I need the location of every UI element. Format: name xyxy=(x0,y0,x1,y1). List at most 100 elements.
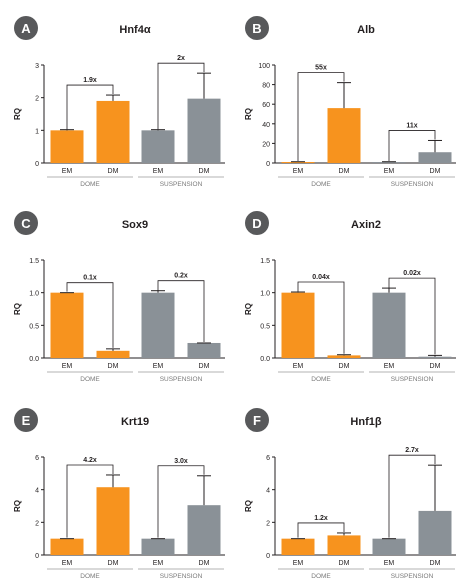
fold-bracket xyxy=(66,282,114,348)
y-tick-label: 1.5 xyxy=(260,258,270,265)
bar xyxy=(327,108,361,163)
chart-title: Sox9 xyxy=(122,219,148,231)
x-tick-label: EM xyxy=(62,560,73,567)
chart-title: Alb xyxy=(357,24,375,36)
y-tick-label: 80 xyxy=(262,83,270,90)
bar xyxy=(50,130,84,163)
fold-bracket xyxy=(66,84,114,130)
y-tick-label: 0.5 xyxy=(260,323,270,330)
y-tick-label: 6 xyxy=(35,455,39,462)
chart-title: Axin2 xyxy=(351,219,381,231)
fold-change-label: 4.2x xyxy=(83,457,97,464)
bar xyxy=(418,510,452,555)
y-tick-label: 0 xyxy=(266,161,270,168)
group-label: DOME xyxy=(80,181,100,188)
group-label: DOME xyxy=(80,573,100,580)
group-label: SUSPENSION xyxy=(160,573,203,580)
panel-badge xyxy=(245,211,269,235)
chart-panel-a: A Hnf4α RQ 0 1 2 3 EM DM EM DM DOME SUSPENSION 1.9x 2x xyxy=(13,16,225,188)
panel-letter: E xyxy=(22,413,31,428)
fold-change-label: 1.2x xyxy=(314,515,328,522)
x-tick-label: EM xyxy=(293,168,304,175)
bar xyxy=(96,487,130,555)
y-axis-label: RQ xyxy=(13,108,22,120)
y-tick-label: 1.0 xyxy=(29,291,39,298)
x-tick-label: EM xyxy=(153,168,164,175)
x-tick-label: DM xyxy=(339,560,350,567)
x-tick-label: DM xyxy=(199,363,210,370)
bar xyxy=(187,98,221,163)
y-tick-label: 3 xyxy=(35,63,39,70)
fold-bracket xyxy=(66,464,114,538)
fold-change-label: 2.7x xyxy=(405,447,419,454)
group-label: DOME xyxy=(80,376,100,383)
bar xyxy=(187,505,221,555)
y-tick-label: 0.0 xyxy=(29,356,39,363)
x-tick-label: DM xyxy=(339,168,350,175)
x-tick-label: DM xyxy=(108,560,119,567)
fold-change-label: 0.02x xyxy=(403,270,421,277)
x-tick-label: EM xyxy=(293,560,304,567)
chart-title: Hnf4α xyxy=(119,24,150,36)
fold-bracket xyxy=(157,62,205,130)
y-tick-label: 1.0 xyxy=(260,291,270,298)
bar xyxy=(187,342,221,358)
bar xyxy=(96,100,130,163)
panel-badge xyxy=(14,16,38,40)
bar xyxy=(141,292,175,358)
fold-change-label: 0.1x xyxy=(83,275,97,282)
fold-change-label: 0.04x xyxy=(312,274,330,281)
bar xyxy=(327,535,361,555)
y-tick-label: 6 xyxy=(266,455,270,462)
chart-title: Krt19 xyxy=(121,416,149,428)
bar xyxy=(50,538,84,555)
panel-badge xyxy=(245,16,269,40)
group-label: SUSPENSION xyxy=(391,181,434,188)
x-tick-label: DM xyxy=(430,168,441,175)
chart-panel-f: F Hnf1β RQ 0 2 4 6 EM DM EM DM DOME SUSPENSION 1.2x 2.… xyxy=(244,408,456,580)
y-tick-label: 60 xyxy=(262,102,270,109)
chart-panel-d: D Axin2 RQ 0.0 0.5 1.0 1.5 EM DM EM DM DOME SUSPENSI… xyxy=(244,211,456,383)
bar xyxy=(418,356,452,358)
x-tick-label: EM xyxy=(153,560,164,567)
bar xyxy=(141,130,175,163)
y-tick-label: 0 xyxy=(266,553,270,560)
y-tick-label: 4 xyxy=(266,488,270,495)
y-tick-label: 1 xyxy=(35,128,39,135)
y-axis-label: RQ xyxy=(244,303,253,315)
chart-panel-c: C Sox9 RQ 0.0 0.5 1.0 1.5 EM DM EM DM DOME SUSPENSIO… xyxy=(13,211,225,383)
y-axis-label: RQ xyxy=(13,303,22,315)
fold-change-label: 2x xyxy=(177,55,185,62)
y-tick-label: 0 xyxy=(35,553,39,560)
group-label: DOME xyxy=(311,181,331,188)
group-label: SUSPENSION xyxy=(160,181,203,188)
bar xyxy=(141,538,175,555)
x-tick-label: EM xyxy=(384,168,395,175)
x-tick-label: DM xyxy=(199,560,210,567)
x-tick-label: DM xyxy=(430,560,441,567)
bar xyxy=(372,538,406,555)
y-tick-label: 40 xyxy=(262,122,270,129)
fold-bracket xyxy=(388,277,436,355)
x-tick-label: EM xyxy=(384,560,395,567)
fold-change-label: 0.2x xyxy=(174,273,188,280)
y-tick-label: 0.5 xyxy=(29,323,39,330)
y-tick-label: 4 xyxy=(35,488,39,495)
fold-bracket xyxy=(297,281,345,354)
x-tick-label: DM xyxy=(339,363,350,370)
panel-letter: A xyxy=(21,21,31,36)
x-tick-label: EM xyxy=(62,363,73,370)
group-label: DOME xyxy=(311,573,331,580)
bar xyxy=(281,162,315,163)
y-tick-label: 2 xyxy=(266,520,270,527)
fold-change-label: 55x xyxy=(315,65,327,72)
x-tick-label: DM xyxy=(199,168,210,175)
y-tick-label: 2 xyxy=(35,520,39,527)
chart-title: Hnf1β xyxy=(350,416,381,428)
bar xyxy=(372,292,406,358)
y-tick-label: 2 xyxy=(35,96,39,103)
fold-bracket xyxy=(388,130,436,162)
x-tick-label: DM xyxy=(108,168,119,175)
panel-letter: C xyxy=(21,216,31,231)
